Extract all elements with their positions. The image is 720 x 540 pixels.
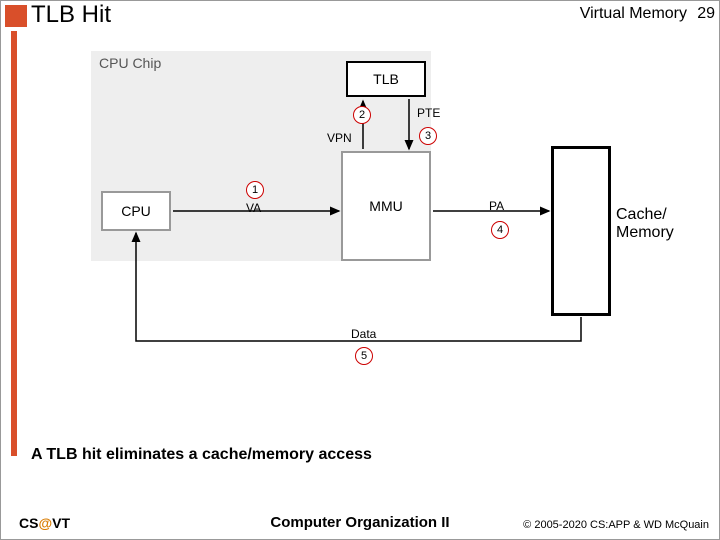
tlb-hit-diagram: CPU Chip CPU MMU TLB Cache/ Memory 1 (81, 51, 681, 361)
slide-title: TLB Hit (31, 1, 111, 29)
va-label: VA (246, 201, 261, 215)
step-4-circle: 4 (491, 221, 509, 239)
slide-caption: A TLB hit eliminates a cache/memory acce… (31, 446, 372, 464)
vpn-label: VPN (327, 131, 352, 145)
slide-topic: Virtual Memory (580, 5, 687, 23)
page-number: 29 (697, 5, 715, 23)
step-2-circle: 2 (353, 106, 371, 124)
step-5-circle: 5 (355, 347, 373, 365)
data-label: Data (351, 327, 376, 341)
arrows-svg (81, 51, 681, 361)
pa-label: PA (489, 199, 504, 213)
pte-label: PTE (417, 106, 440, 120)
left-accent-bar (11, 31, 17, 456)
footer-right: © 2005-2020 CS:APP & WD McQuain (523, 519, 709, 531)
step-1-circle: 1 (246, 181, 264, 199)
title-square (5, 5, 27, 27)
step-3-circle: 3 (419, 127, 437, 145)
